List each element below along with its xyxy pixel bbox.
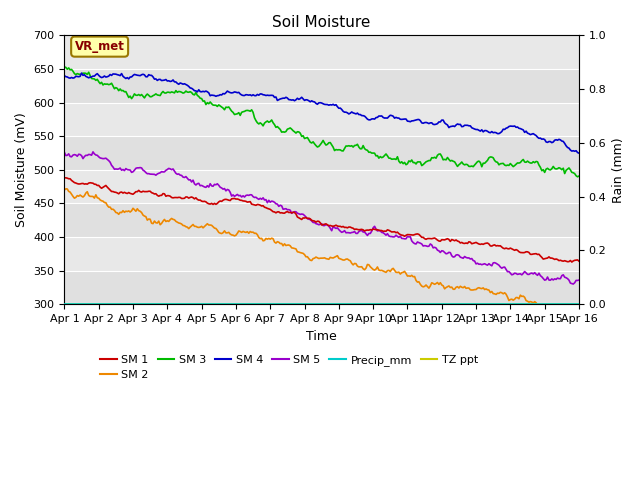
Bar <box>65 103 579 136</box>
Bar <box>65 69 579 103</box>
SM 2 <box>157 220 165 226</box>
TZ ppt <box>371 301 378 307</box>
Precip_mm <box>75 301 83 307</box>
Precip_mm <box>156 301 164 307</box>
Precip_mm <box>61 301 68 307</box>
Line: SM 4: SM 4 <box>65 73 579 153</box>
Y-axis label: Soil Moisture (mV): Soil Moisture (mV) <box>15 112 28 227</box>
SM 2 <box>575 314 583 320</box>
TZ ppt <box>353 301 361 307</box>
Y-axis label: Rain (mm): Rain (mm) <box>612 137 625 203</box>
SM 5 <box>61 149 68 155</box>
SM 1 <box>372 227 380 233</box>
SM 2 <box>76 192 84 198</box>
Legend: SM 1, SM 2, SM 3, SM 4, SM 5, Precip_mm, TZ ppt: SM 1, SM 2, SM 3, SM 4, SM 5, Precip_mm,… <box>96 350 483 385</box>
Text: VR_met: VR_met <box>75 40 125 53</box>
Bar <box>65 36 579 69</box>
SM 1 <box>575 258 583 264</box>
SM 1 <box>76 181 84 187</box>
Precip_mm <box>512 301 520 307</box>
Title: Soil Moisture: Soil Moisture <box>273 15 371 30</box>
SM 3 <box>353 142 361 147</box>
SM 4 <box>514 124 522 130</box>
SM 4 <box>157 78 165 84</box>
Bar <box>65 170 579 204</box>
SM 3 <box>573 174 581 180</box>
SM 1 <box>514 247 522 253</box>
TZ ppt <box>512 301 520 307</box>
SM 5 <box>372 226 380 232</box>
SM 4 <box>575 150 583 156</box>
SM 4 <box>77 70 85 76</box>
SM 4 <box>75 74 83 80</box>
Precip_mm <box>382 301 390 307</box>
SM 5 <box>355 228 363 234</box>
SM 2 <box>383 268 391 274</box>
Line: SM 2: SM 2 <box>65 189 579 320</box>
SM 4 <box>383 115 391 121</box>
TZ ppt <box>156 301 164 307</box>
TZ ppt <box>382 301 390 307</box>
Bar <box>65 237 579 271</box>
Bar <box>65 136 579 170</box>
SM 2 <box>355 264 363 270</box>
SM 5 <box>75 151 83 157</box>
SM 3 <box>512 161 520 167</box>
SM 3 <box>371 150 378 156</box>
SM 2 <box>372 266 380 272</box>
Precip_mm <box>353 301 361 307</box>
SM 5 <box>383 231 391 237</box>
TZ ppt <box>75 301 83 307</box>
SM 1 <box>383 227 391 233</box>
Precip_mm <box>371 301 378 307</box>
Line: SM 1: SM 1 <box>65 178 579 262</box>
SM 1 <box>61 175 68 181</box>
SM 5 <box>514 272 522 277</box>
Line: SM 3: SM 3 <box>65 67 579 177</box>
SM 1 <box>355 227 363 233</box>
SM 4 <box>372 115 380 120</box>
SM 2 <box>62 186 70 192</box>
SM 5 <box>89 149 97 155</box>
X-axis label: Time: Time <box>307 330 337 343</box>
SM 5 <box>570 281 577 287</box>
SM 2 <box>514 295 522 300</box>
Line: SM 5: SM 5 <box>65 152 579 284</box>
SM 1 <box>157 192 165 198</box>
Precip_mm <box>575 301 583 307</box>
SM 1 <box>62 175 70 180</box>
SM 3 <box>575 173 583 179</box>
SM 4 <box>355 112 363 118</box>
SM 5 <box>157 169 165 175</box>
SM 5 <box>575 277 583 283</box>
TZ ppt <box>575 301 583 307</box>
Bar <box>65 271 579 304</box>
TZ ppt <box>61 301 68 307</box>
SM 3 <box>156 93 164 98</box>
SM 3 <box>382 151 390 157</box>
Bar <box>65 204 579 237</box>
SM 3 <box>75 71 83 77</box>
SM 2 <box>61 187 68 193</box>
SM 1 <box>568 259 575 265</box>
SM 2 <box>564 317 572 323</box>
SM 3 <box>61 64 68 70</box>
SM 4 <box>61 73 68 79</box>
